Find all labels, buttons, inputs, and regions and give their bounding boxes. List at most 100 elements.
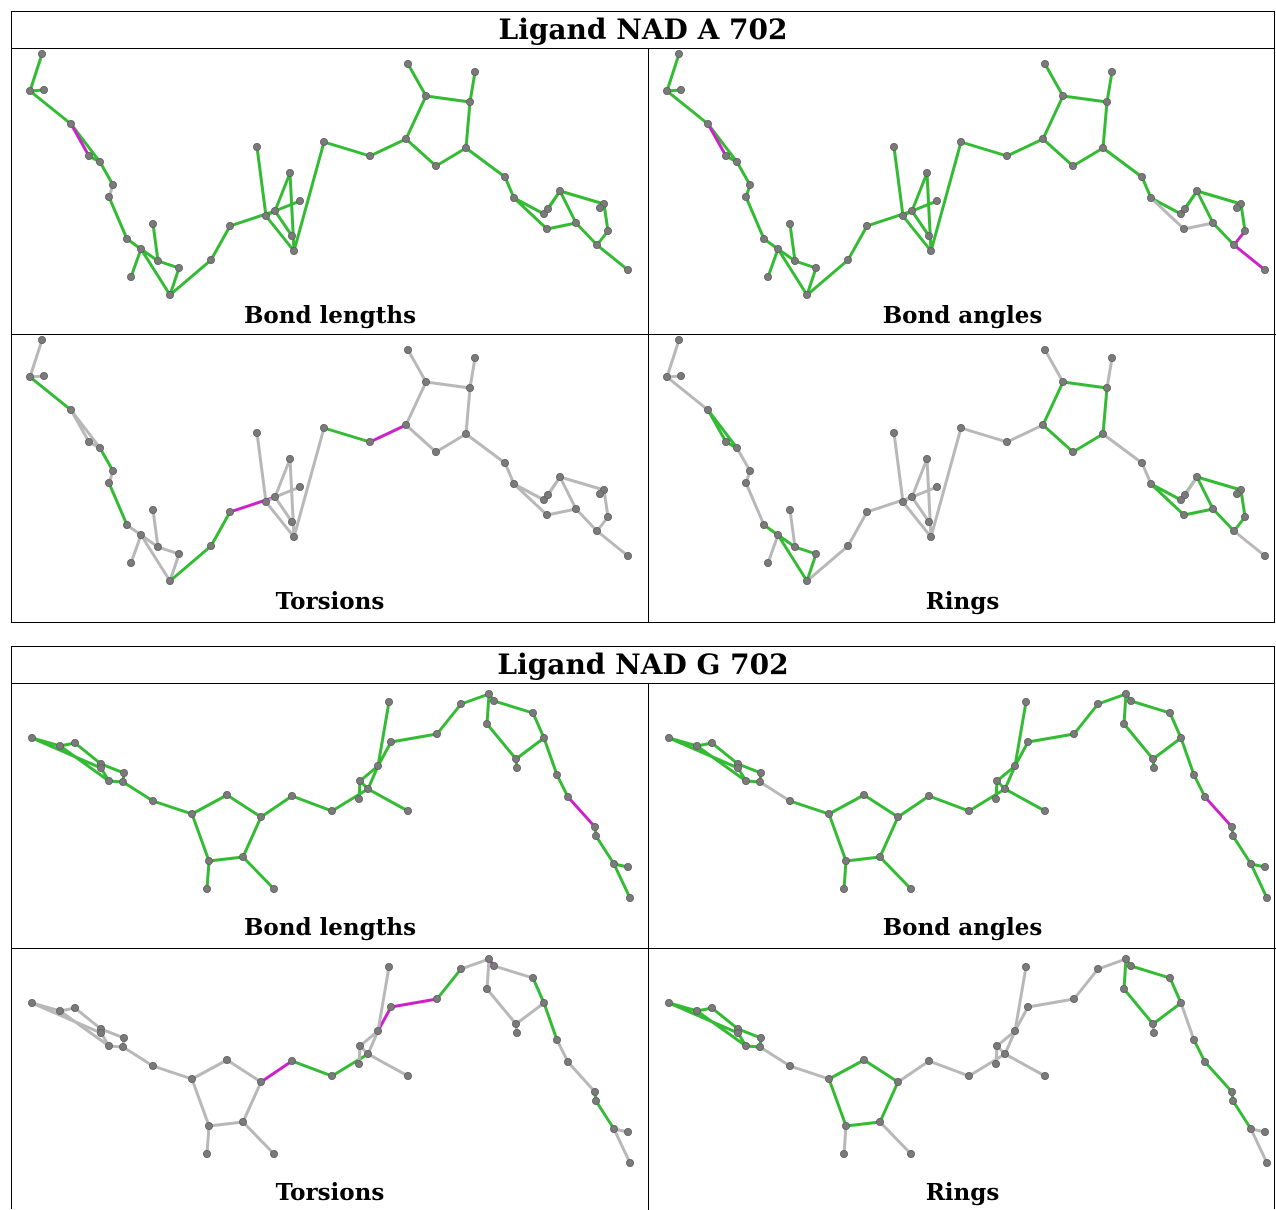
atom — [1263, 1158, 1272, 1167]
molecule-diagram — [662, 50, 1270, 299]
atom — [206, 255, 215, 264]
bond — [435, 967, 463, 1001]
bond — [404, 380, 428, 427]
bond — [1105, 70, 1114, 104]
bond — [376, 965, 391, 1033]
atom — [841, 1121, 850, 1130]
bond — [292, 426, 326, 539]
atom — [757, 769, 766, 778]
atom — [626, 1158, 635, 1167]
bond — [665, 89, 710, 126]
bond — [667, 736, 740, 770]
bond — [959, 426, 1009, 444]
atom — [1209, 218, 1218, 227]
atom — [482, 720, 491, 729]
bond — [1096, 692, 1128, 706]
atom — [319, 138, 328, 147]
bond — [1071, 432, 1105, 454]
ligand-title: Ligand NAD G 702 — [12, 647, 1274, 684]
atom — [922, 455, 931, 464]
bond — [1072, 702, 1100, 736]
bond — [404, 423, 438, 454]
bond — [322, 140, 372, 158]
atom — [127, 558, 136, 567]
atom — [907, 206, 916, 215]
bond — [1041, 423, 1075, 454]
bond — [545, 507, 578, 517]
bond — [1179, 736, 1196, 777]
atom — [1241, 512, 1250, 521]
atom — [71, 1004, 80, 1013]
bond — [151, 222, 160, 263]
atom — [1040, 807, 1049, 816]
atom — [105, 192, 114, 201]
atom — [734, 1029, 743, 1038]
atom — [174, 549, 183, 558]
bond — [878, 815, 900, 859]
atom — [956, 138, 965, 147]
atom — [1058, 92, 1067, 101]
atom — [512, 1029, 521, 1038]
bond — [1195, 475, 1215, 511]
panel-caption: Rings — [925, 1179, 1000, 1206]
atom — [764, 272, 773, 281]
atom — [843, 541, 852, 550]
bond — [1192, 773, 1207, 799]
atom — [664, 999, 673, 1008]
bond — [805, 266, 818, 297]
atom — [27, 999, 36, 1008]
bond — [766, 533, 780, 565]
atom — [465, 98, 474, 107]
bond — [209, 510, 232, 548]
bond — [389, 732, 439, 744]
bond — [602, 202, 610, 233]
atom — [1040, 59, 1049, 68]
bond — [121, 1045, 155, 1068]
bond — [259, 1059, 294, 1084]
bond — [1005, 423, 1045, 444]
atom — [733, 158, 742, 167]
atom — [722, 152, 731, 161]
atom — [148, 797, 157, 806]
atom — [165, 576, 174, 585]
atom — [97, 1029, 106, 1038]
atom — [591, 1087, 600, 1096]
atom — [790, 256, 799, 265]
bond — [241, 815, 263, 859]
atom — [662, 87, 671, 96]
atom — [56, 742, 65, 751]
bond — [273, 199, 302, 213]
bond — [862, 793, 900, 819]
bond — [168, 266, 181, 297]
bond — [205, 1124, 211, 1156]
bond — [555, 1038, 570, 1064]
atom — [964, 1072, 973, 1081]
atom — [811, 263, 820, 272]
bond — [404, 94, 428, 141]
panel-rings: Rings — [649, 949, 1276, 1210]
atom — [1149, 1029, 1158, 1038]
bond — [1203, 1060, 1234, 1094]
bond — [594, 1099, 616, 1131]
atom — [756, 778, 765, 787]
atom — [1166, 973, 1175, 982]
atom — [401, 135, 410, 144]
atom — [85, 152, 94, 161]
atom — [889, 143, 898, 152]
atom — [596, 203, 605, 212]
bond — [58, 744, 111, 783]
bond — [73, 1006, 103, 1031]
molecule-diagram — [27, 690, 635, 902]
atom — [889, 429, 898, 438]
atom — [187, 810, 196, 819]
panel-bond-lengths: Bond lengths — [12, 49, 649, 335]
atom — [287, 517, 296, 526]
bond — [207, 1120, 245, 1128]
atom — [119, 1043, 128, 1052]
atom — [802, 576, 811, 585]
bond — [788, 222, 797, 263]
bond — [1041, 137, 1075, 168]
bond — [842, 1124, 848, 1156]
bond — [1061, 380, 1109, 390]
atom — [1068, 162, 1077, 171]
